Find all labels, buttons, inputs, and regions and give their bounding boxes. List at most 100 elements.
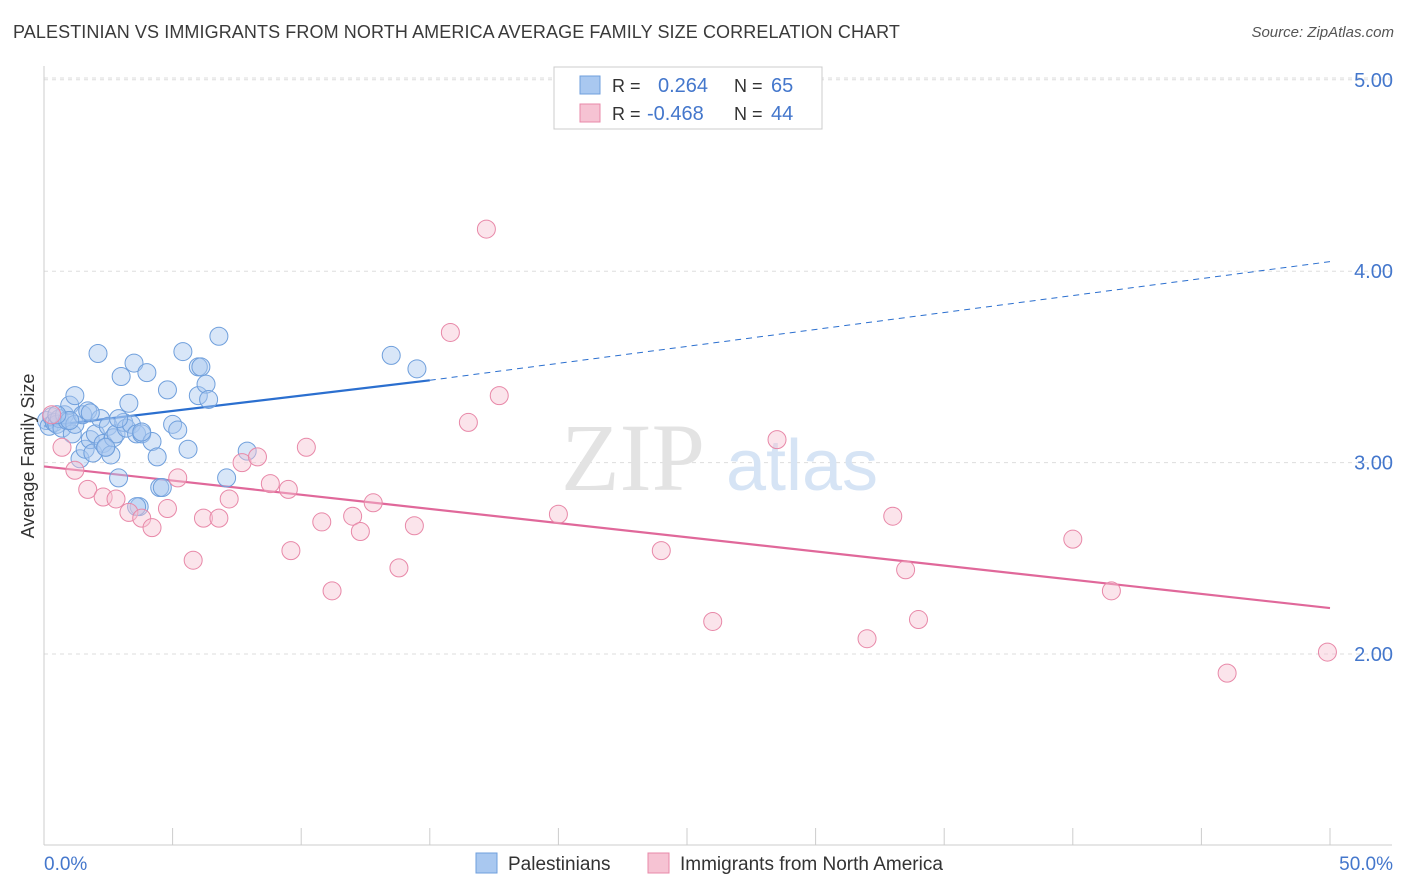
point-palestinians [137,363,157,383]
point-immigrants-north-america [458,412,478,432]
point-immigrants-north-america [767,430,787,450]
point-immigrants-north-america [896,560,916,580]
trend-line-immigrants-north-america [43,465,1331,610]
point-immigrants-north-america [142,518,162,538]
source-credit: Source: ZipAtlas.com [1251,24,1394,41]
point-palestinians [196,374,216,394]
point-immigrants-north-america [157,499,177,519]
point-immigrants-north-america [651,541,671,561]
point-palestinians [157,380,177,400]
point-palestinians [88,344,108,364]
top-legend: R = 0.264 N = 65 R = -0.468 N = 44 [553,66,823,130]
point-palestinians [168,420,188,440]
point-immigrants-north-america [209,508,229,528]
x-tick-label: 50.0% [1339,854,1393,875]
point-palestinians [127,497,147,517]
legend-n-label-blue: N = [734,76,763,96]
point-immigrants-north-america [312,512,332,532]
axes [43,66,1392,846]
point-immigrants-north-america [476,219,496,239]
point-palestinians [65,414,85,434]
point-palestinians [381,345,401,365]
point-palestinians [173,342,193,362]
point-immigrants-north-america [1317,642,1337,662]
point-immigrants-north-america [908,610,928,630]
point-immigrants-north-america [883,506,903,526]
point-palestinians [106,424,126,444]
watermark-atlas: atlas [726,426,878,506]
y-tick-label: 3.00 [1354,453,1393,475]
point-immigrants-north-america [350,522,370,542]
y-tick-label: 4.00 [1354,261,1393,283]
point-immigrants-north-america [1063,529,1083,549]
point-palestinians [237,441,257,461]
legend-n-value-pink: 44 [771,103,793,125]
point-immigrants-north-america [65,460,85,480]
point-palestinians [121,414,141,434]
y-tick-label: 2.00 [1354,644,1393,666]
point-palestinians [60,395,80,415]
chart-title: PALESTINIAN VS IMMIGRANTS FROM NORTH AME… [13,22,901,42]
legend-n-label-pink: N = [734,104,763,124]
point-palestinians [217,468,237,488]
point-immigrants-north-america [42,405,62,425]
point-palestinians [209,326,229,346]
point-palestinians [119,393,139,413]
point-palestinians [147,447,167,467]
watermark-zip: ZIP [561,404,705,511]
point-immigrants-north-america [703,611,723,631]
point-immigrants-north-america [183,550,203,570]
point-immigrants-north-america [260,474,280,494]
trend-line-palestinians-extension [429,261,1331,381]
point-palestinians [109,468,129,488]
data-points [37,219,1337,683]
x-tick-label: 0.0% [44,854,87,875]
point-immigrants-north-america [440,322,460,342]
point-immigrants-north-america [489,386,509,406]
bottom-legend: Palestinians Immigrants from North Ameri… [475,852,943,875]
point-immigrants-north-america [296,437,316,457]
point-immigrants-north-america [548,504,568,524]
point-immigrants-north-america [281,541,301,561]
legend-swatch-pink [579,103,601,123]
y-axis-title: Average Family Size [18,374,38,539]
legend-r-value-blue: 0.264 [658,75,708,97]
point-palestinians [65,386,85,406]
point-palestinians [407,359,427,379]
point-immigrants-north-america [52,437,72,457]
legend-r-label-pink: R = [612,104,641,124]
point-palestinians [96,437,116,457]
trend-lines [43,261,1331,610]
point-immigrants-north-america [132,508,152,528]
point-immigrants-north-america [404,516,424,536]
point-immigrants-north-america [78,479,98,499]
point-palestinians [188,386,208,406]
axis-labels: 2.00 3.00 4.00 5.00 0.0% 50.0% Average Family … [18,70,1393,875]
legend-n-value-blue: 65 [771,75,793,97]
point-palestinians [111,366,131,386]
point-immigrants-north-america [119,502,139,522]
point-palestinians [124,353,144,373]
point-palestinians [47,405,67,425]
point-immigrants-north-america [343,506,363,526]
y-tick-label: 5.00 [1354,70,1393,92]
point-palestinians [80,403,100,423]
point-palestinians [142,432,162,452]
point-immigrants-north-america [219,489,239,509]
point-palestinians [70,449,90,469]
point-immigrants-north-america [168,468,188,488]
point-palestinians [132,422,152,442]
point-palestinians [60,410,80,430]
point-immigrants-north-america [1101,581,1121,601]
point-palestinians [199,389,219,409]
bottom-legend-label-pink: Immigrants from North America [680,854,943,875]
point-immigrants-north-america [857,629,877,649]
point-immigrants-north-america [1217,663,1237,683]
point-palestinians [152,477,172,497]
bottom-legend-label-blue: Palestinians [508,854,610,875]
point-palestinians [163,414,183,434]
legend-swatch-blue [579,75,601,95]
point-immigrants-north-america [106,489,126,509]
bottom-legend-swatch-pink [647,852,670,874]
